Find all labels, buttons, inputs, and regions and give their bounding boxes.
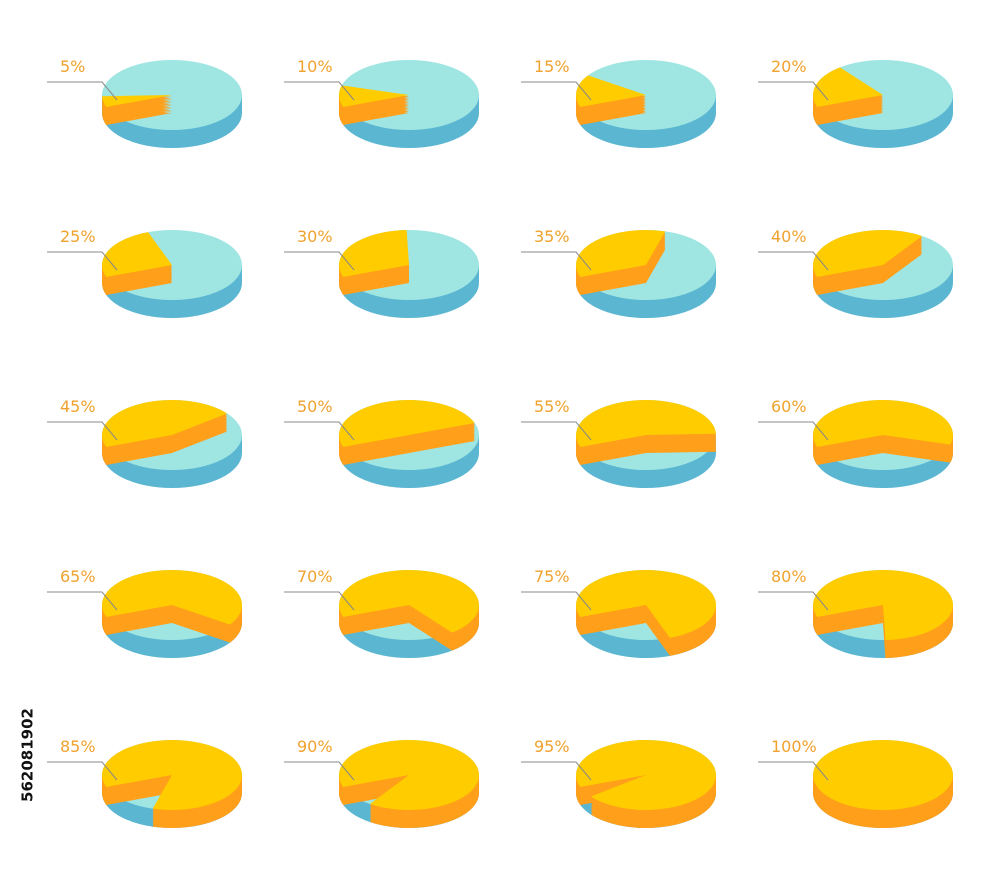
value-label: 10% [297,57,333,76]
leader-line [47,421,118,441]
value-label: 70% [297,567,333,586]
stock-id: 562081902 [19,708,37,802]
value-label: 45% [60,397,96,416]
leader-line [758,251,829,271]
slice [102,740,243,810]
value-label: 20% [771,57,807,76]
slice [813,740,953,810]
slice [101,570,243,625]
leader-line [47,761,118,781]
slice [576,75,646,107]
leader-line [758,421,829,441]
value-label: 75% [534,567,570,586]
leader-line [521,421,592,441]
slice [575,229,666,277]
value-label: 5% [60,57,85,76]
leader-line [521,81,592,101]
leader-line [521,591,592,611]
value-label: 90% [297,737,333,756]
slice [102,232,172,277]
value-label: 25% [60,227,96,246]
value-label: 85% [60,737,96,756]
slice [339,740,480,810]
value-label: 60% [771,397,807,416]
slice [575,399,716,447]
slice [813,570,953,640]
slice [339,570,479,633]
leader-line [47,591,118,611]
value-label: 40% [771,227,807,246]
slice [813,399,954,447]
leader-line [284,421,355,441]
leader-line [284,251,355,271]
value-label: 30% [297,227,333,246]
slice [101,400,228,447]
value-label: 100% [771,737,817,756]
leader-line [47,81,118,101]
leader-line [758,591,829,611]
value-label: 80% [771,567,807,586]
slice [575,570,716,638]
slice [813,230,923,277]
slice [339,400,475,447]
leader-line [284,761,355,781]
leader-line [521,251,592,271]
value-label: 35% [534,227,570,246]
leader-line [284,591,355,611]
slice [102,95,172,107]
slice [813,67,883,107]
value-label: 50% [297,397,333,416]
value-label: 55% [534,397,570,416]
value-label: 65% [60,567,96,586]
slice [576,739,716,810]
leader-line [284,81,355,101]
leader-line [758,81,829,101]
slice [339,230,409,277]
value-label: 95% [534,737,570,756]
leader-line [47,251,118,271]
leader-line [521,761,592,781]
slice [338,85,409,107]
leader-line [758,761,829,781]
value-label: 15% [534,57,570,76]
